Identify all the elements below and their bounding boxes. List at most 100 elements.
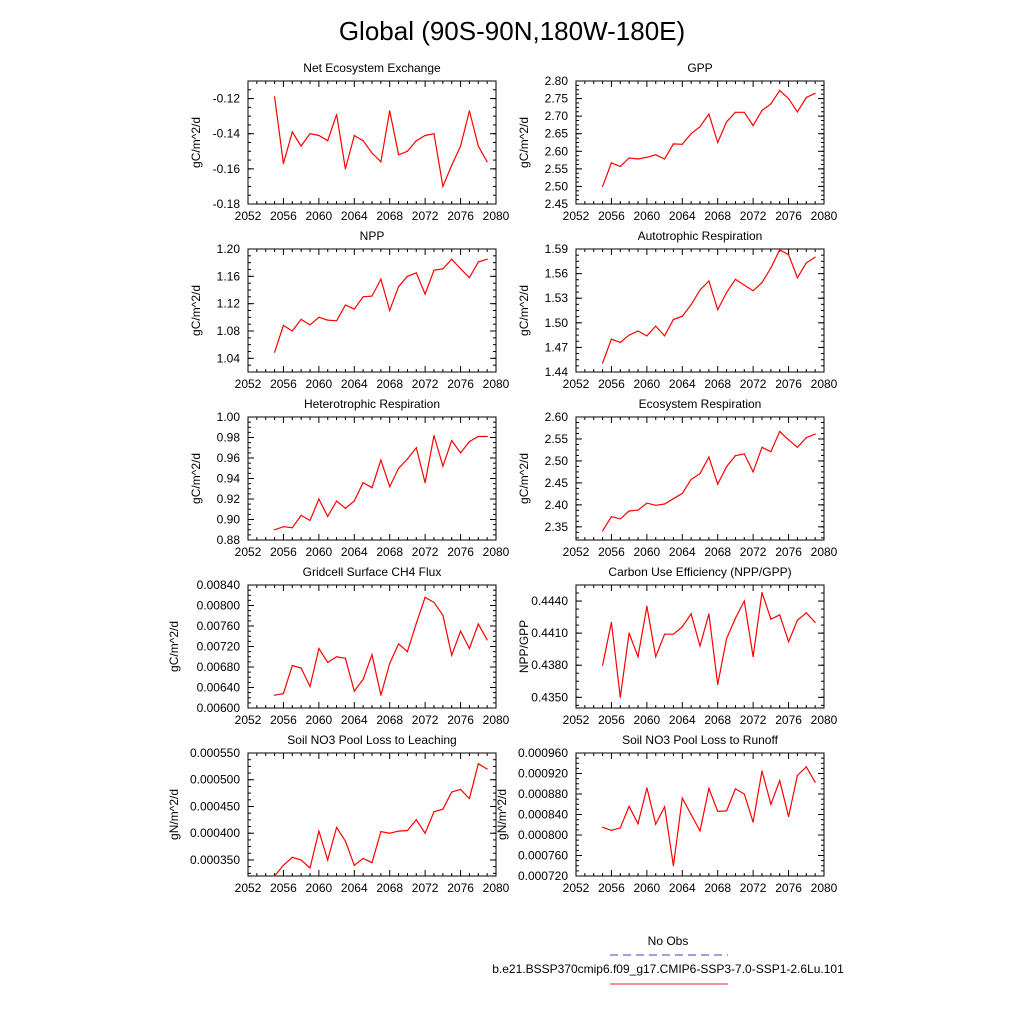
x-tick-label: 2080 <box>811 545 838 559</box>
series-line <box>602 89 816 187</box>
y-tick-label: 0.00760 <box>197 619 241 633</box>
y-tick-label: 0.98 <box>217 431 241 445</box>
y-tick-label: 2.45 <box>545 476 569 490</box>
data-point <box>397 467 400 469</box>
data-point <box>734 455 737 457</box>
data-point <box>690 304 692 306</box>
data-point <box>672 143 675 145</box>
y-tick-label: 1.20 <box>217 242 241 256</box>
data-point <box>752 656 754 658</box>
data-point <box>717 810 719 813</box>
x-tick-label: 2060 <box>306 545 333 559</box>
data-point <box>362 296 364 298</box>
panel-title: Heterotrophic Respiration <box>304 397 440 411</box>
x-tick-label: 2060 <box>306 209 333 223</box>
x-tick-label: 2064 <box>341 713 368 727</box>
x-tick-label: 2056 <box>270 545 297 559</box>
y-tick-label: 0.000800 <box>518 828 568 842</box>
data-point <box>796 277 799 279</box>
data-point <box>389 662 391 665</box>
x-tick-label: 2080 <box>483 881 510 895</box>
x-tick-label: 2080 <box>483 545 510 559</box>
data-point <box>663 158 666 160</box>
data-point <box>344 657 347 659</box>
data-point <box>655 656 657 658</box>
y-tick-label: 1.04 <box>217 351 241 365</box>
data-point <box>655 504 657 506</box>
y-tick-label: 1.12 <box>217 297 241 311</box>
data-point <box>327 319 329 321</box>
data-point <box>380 161 382 163</box>
data-point <box>610 162 613 164</box>
x-tick-label: 2076 <box>775 209 802 223</box>
data-point <box>362 140 364 142</box>
data-point <box>477 763 479 765</box>
data-point <box>318 830 320 832</box>
x-tick-label: 2072 <box>412 881 439 895</box>
data-point <box>717 683 719 686</box>
x-tick-label: 2076 <box>775 377 802 391</box>
data-point <box>681 315 683 317</box>
data-point <box>300 859 302 861</box>
data-point <box>335 500 338 502</box>
data-point <box>637 330 639 332</box>
y-tick-label: 1.56 <box>545 267 569 281</box>
data-point <box>389 486 391 488</box>
data-point <box>291 527 293 529</box>
data-point <box>619 518 621 520</box>
plot-frame <box>247 416 497 541</box>
y-tick-label: 0.000400 <box>190 826 240 840</box>
x-tick-label: 2052 <box>235 713 262 727</box>
data-point <box>300 667 302 669</box>
data-point <box>327 515 329 518</box>
x-tick-label: 2072 <box>740 545 767 559</box>
x-tick-label: 2072 <box>412 545 439 559</box>
data-point <box>743 111 745 113</box>
y-tick-label: -0.12 <box>213 92 241 106</box>
series-line <box>602 765 816 866</box>
data-point <box>291 664 293 667</box>
data-point <box>814 92 816 94</box>
y-tick-label: 0.000920 <box>518 767 568 781</box>
panel-title: Net Ecosystem Exchange <box>303 61 441 75</box>
data-point <box>451 439 453 442</box>
data-point <box>433 811 435 813</box>
x-tick-label: 2064 <box>669 209 696 223</box>
x-tick-label: 2072 <box>412 713 439 727</box>
y-tick-label: 0.000840 <box>518 808 568 822</box>
data-point <box>380 278 382 280</box>
data-point <box>787 97 790 100</box>
x-tick-label: 2060 <box>306 713 333 727</box>
data-point <box>406 651 409 653</box>
data-point <box>708 280 710 282</box>
series-line <box>602 592 816 698</box>
data-point <box>628 510 630 512</box>
data-point <box>362 857 364 859</box>
y-tick-label: 2.45 <box>545 197 569 211</box>
data-point <box>601 826 604 828</box>
y-tick-label: 1.59 <box>545 242 569 256</box>
data-point <box>655 154 657 156</box>
data-point <box>787 815 790 818</box>
data-point <box>353 864 355 866</box>
y-tick-label: 0.94 <box>217 472 241 486</box>
data-point <box>371 654 373 656</box>
data-point <box>601 362 604 364</box>
data-point <box>451 258 453 260</box>
x-tick-label: 2056 <box>598 377 625 391</box>
y-tick-label: 0.00680 <box>197 660 241 674</box>
data-point <box>433 133 435 135</box>
y-tick-label: 2.50 <box>545 179 569 193</box>
y-tick-label: 2.55 <box>545 432 569 446</box>
data-point <box>796 111 799 113</box>
y-tick-label: -0.16 <box>213 162 241 176</box>
series-line <box>274 596 488 696</box>
y-tick-label: 1.47 <box>545 340 569 354</box>
data-point <box>672 498 675 500</box>
data-point <box>743 793 745 795</box>
y-tick-label: 1.44 <box>545 365 569 379</box>
data-point <box>646 787 648 789</box>
panels-grid: Net Ecosystem Exchange 2052 2056 2060 2064 20… <box>167 61 838 895</box>
data-point <box>335 320 338 322</box>
panel-title: GPP <box>687 61 712 75</box>
